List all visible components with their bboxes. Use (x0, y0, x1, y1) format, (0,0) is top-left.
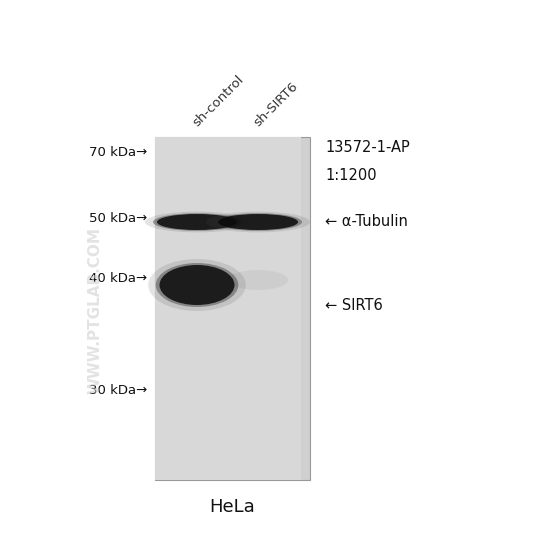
Ellipse shape (206, 212, 310, 232)
Ellipse shape (214, 213, 302, 231)
Bar (155, 137, 310, 480)
Text: sh-control: sh-control (190, 73, 246, 129)
Ellipse shape (157, 214, 237, 230)
Text: 13572-1-AP: 13572-1-AP (325, 141, 410, 156)
Text: 50 kDa→: 50 kDa→ (88, 212, 147, 225)
Bar (155, 137, 240, 480)
Text: 40 kDa→: 40 kDa→ (89, 272, 147, 284)
Text: 30 kDa→: 30 kDa→ (88, 384, 147, 396)
Text: 1:1200: 1:1200 (325, 167, 377, 183)
Ellipse shape (148, 259, 246, 311)
Text: HeLa: HeLa (209, 498, 255, 516)
Text: sh-SIRT6: sh-SIRT6 (251, 80, 300, 129)
Text: ← SIRT6: ← SIRT6 (325, 297, 382, 312)
Ellipse shape (153, 213, 241, 231)
Ellipse shape (218, 214, 298, 230)
Bar (216, 137, 301, 480)
Text: 70 kDa→: 70 kDa→ (88, 146, 147, 158)
Text: ← α-Tubulin: ← α-Tubulin (325, 214, 408, 230)
Ellipse shape (160, 265, 235, 305)
Text: WWW.PTGLAB.COM: WWW.PTGLAB.COM (87, 226, 102, 394)
Ellipse shape (228, 270, 288, 290)
Ellipse shape (145, 212, 249, 232)
Ellipse shape (156, 263, 238, 307)
